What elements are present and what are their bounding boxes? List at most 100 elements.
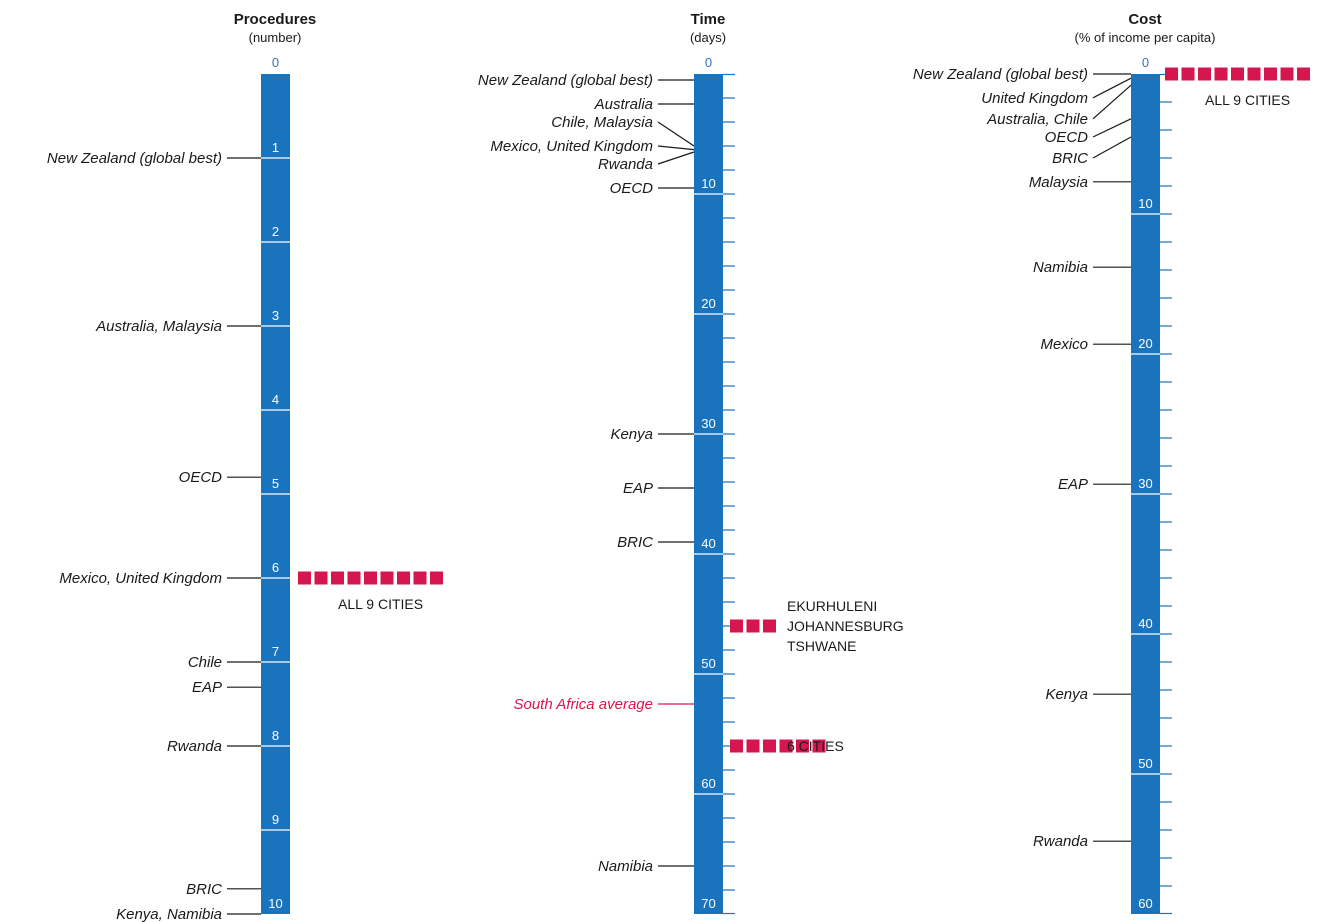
procedures-title: Procedures: [234, 11, 317, 28]
cost-benchmark-label-australia-chile: Australia, Chile: [986, 111, 1088, 128]
time-city-marker: [779, 739, 793, 753]
cost-tick-label-60: 60: [1138, 896, 1152, 911]
time-tick-label-0: 0: [705, 55, 712, 70]
time-tick-label-30: 30: [701, 416, 715, 431]
time-title: Time: [691, 11, 726, 28]
time-benchmark-label-rwanda: Rwanda: [598, 156, 653, 173]
procedures-tick-label-0: 0: [272, 55, 279, 70]
time-benchmark-label-oecd: OECD: [610, 180, 654, 197]
cost-city-marker: [1297, 67, 1310, 81]
cost-benchmark-label-united-kingdom: United Kingdom: [981, 90, 1088, 107]
time-city-marker: [812, 739, 826, 753]
cost-cities: ALL 9 CITIES: [1165, 67, 1310, 108]
procedures-benchmark-label-rwanda: Rwanda: [167, 738, 222, 755]
procedures-benchmark-label-eap: EAP: [192, 679, 222, 696]
cost-tick-label-20: 20: [1138, 336, 1152, 351]
procedures-city-marker: [380, 571, 394, 585]
time-benchmark-label-namibia: Namibia: [598, 858, 653, 875]
procedures-city-marker: [430, 571, 443, 585]
panel-time: Time (days) 0 10 20 30 40 50 60 70 New Zealand …: [478, 11, 904, 915]
cost-tick-label-10: 10: [1138, 196, 1152, 211]
cost-benchmark-leader-bric: [1092, 136, 1132, 159]
procedures-benchmarks: New Zealand (global best) Australia, Mala…: [47, 150, 261, 922]
cost-city-marker: [1247, 67, 1261, 81]
procedures-subtitle: (number): [249, 30, 302, 45]
cost-benchmark-label-new-zealand-global-best: New Zealand (global best): [913, 66, 1088, 83]
procedures-benchmark-label-australia-malaysia: Australia, Malaysia: [95, 318, 222, 335]
cost-benchmark-label-rwanda: Rwanda: [1033, 833, 1088, 850]
cost-benchmark-leader-australia-chile: [1092, 84, 1132, 120]
cost-benchmark-leader-united-kingdom: [1092, 77, 1132, 99]
cost-city-marker: [1214, 67, 1228, 81]
cost-city-marker: [1181, 67, 1195, 81]
time-subtitle: (days): [690, 30, 726, 45]
procedures-cities: ALL 9 CITIES: [298, 571, 443, 612]
panel-procedures: Procedures (number) 0 1 2 3 4 5 6 7 8 9 10 New Zea…: [47, 11, 443, 922]
cost-benchmark-label-oecd: OECD: [1045, 129, 1089, 146]
time-benchmark-leader-mexico-united-kingdom: [657, 145, 695, 151]
time-benchmark-leader-rwanda: [657, 151, 695, 165]
time-city-label-johannesburg: JOHANNESBURG: [787, 618, 904, 634]
cost-benchmark-label-malaysia: Malaysia: [1029, 174, 1088, 191]
procedures-city-marker: [314, 571, 328, 585]
cost-city-marker: [1198, 67, 1211, 81]
procedures-benchmark-label-bric: BRIC: [186, 881, 222, 898]
cost-tick-label-0: 0: [1142, 55, 1149, 70]
time-city-label-6-cities: 6 CITIES: [787, 738, 844, 754]
procedures-tick-label-7: 7: [272, 644, 279, 659]
procedures-ticks: 0 1 2 3 4 5 6 7 8 9 10: [261, 55, 290, 911]
procedures-tick-label-4: 4: [272, 392, 279, 407]
cost-benchmark-label-bric: BRIC: [1052, 150, 1088, 167]
procedures-benchmark-label-kenya-namibia: Kenya, Namibia: [116, 906, 222, 922]
procedures-city-marker: [413, 571, 427, 585]
time-benchmark-label-south-africa-average: South Africa average: [513, 696, 653, 713]
procedures-tick-label-1: 1: [272, 140, 279, 155]
time-city-label-ekurhuleni: EKURHULENI: [787, 598, 877, 614]
time-city-marker: [763, 739, 776, 753]
procedures-tick-label-6: 6: [272, 560, 279, 575]
cost-benchmarks: New Zealand (global best) United Kingdom A…: [913, 66, 1132, 850]
cost-benchmark-label-namibia: Namibia: [1033, 259, 1088, 276]
procedures-tick-label-3: 3: [272, 308, 279, 323]
time-tick-label-20: 20: [701, 296, 715, 311]
time-benchmark-label-eap: EAP: [623, 480, 653, 497]
cost-title: Cost: [1128, 11, 1161, 28]
time-benchmark-label-bric: BRIC: [617, 534, 653, 551]
procedures-benchmark-label-new-zealand-global-best: New Zealand (global best): [47, 150, 222, 167]
time-tick-label-50: 50: [701, 656, 715, 671]
procedures-benchmark-label-chile: Chile: [188, 654, 222, 671]
panel-cost: Cost (% of income per capita) 0 10 20 30 40 5…: [913, 11, 1310, 915]
procedures-city-marker: [364, 571, 377, 585]
cost-subtitle: (% of income per capita): [1075, 30, 1216, 45]
cost-tick-label-50: 50: [1138, 756, 1152, 771]
procedures-tick-label-10: 10: [268, 896, 282, 911]
procedures-city-label-all-9-cities: ALL 9 CITIES: [338, 596, 423, 612]
time-ticks: 0 10 20 30 40 50 60 70: [694, 55, 735, 915]
procedures-tick-label-9: 9: [272, 812, 279, 827]
time-cities: EKURHULENI JOHANNESBURG TSHWANE 6 CITIES: [730, 598, 904, 754]
time-city-marker: [763, 619, 776, 633]
time-benchmark-label-kenya: Kenya: [610, 426, 653, 443]
time-benchmark-label-mexico-united-kingdom: Mexico, United Kingdom: [490, 138, 653, 155]
time-tick-label-70: 70: [701, 896, 715, 911]
procedures-city-marker: [331, 571, 344, 585]
procedures-tick-label-8: 8: [272, 728, 279, 743]
time-tick-label-40: 40: [701, 536, 715, 551]
procedures-tick-label-5: 5: [272, 476, 279, 491]
procedures-benchmark-label-mexico-united-kingdom: Mexico, United Kingdom: [59, 570, 222, 587]
time-city-marker: [730, 619, 743, 633]
time-tick-label-10: 10: [701, 176, 715, 191]
cost-city-marker: [1165, 67, 1178, 81]
cost-benchmark-label-kenya: Kenya: [1045, 686, 1088, 703]
cost-city-label-all-9-cities: ALL 9 CITIES: [1205, 92, 1290, 108]
time-benchmark-label-new-zealand-global-best: New Zealand (global best): [478, 72, 653, 89]
procedures-benchmark-label-oecd: OECD: [179, 469, 223, 486]
time-city-marker: [746, 739, 760, 753]
procedures-city-marker: [347, 571, 361, 585]
procedures-city-marker: [298, 571, 311, 585]
cost-city-marker: [1264, 67, 1277, 81]
cost-city-marker: [1280, 67, 1294, 81]
time-city-marker: [796, 739, 809, 753]
time-tick-label-60: 60: [701, 776, 715, 791]
